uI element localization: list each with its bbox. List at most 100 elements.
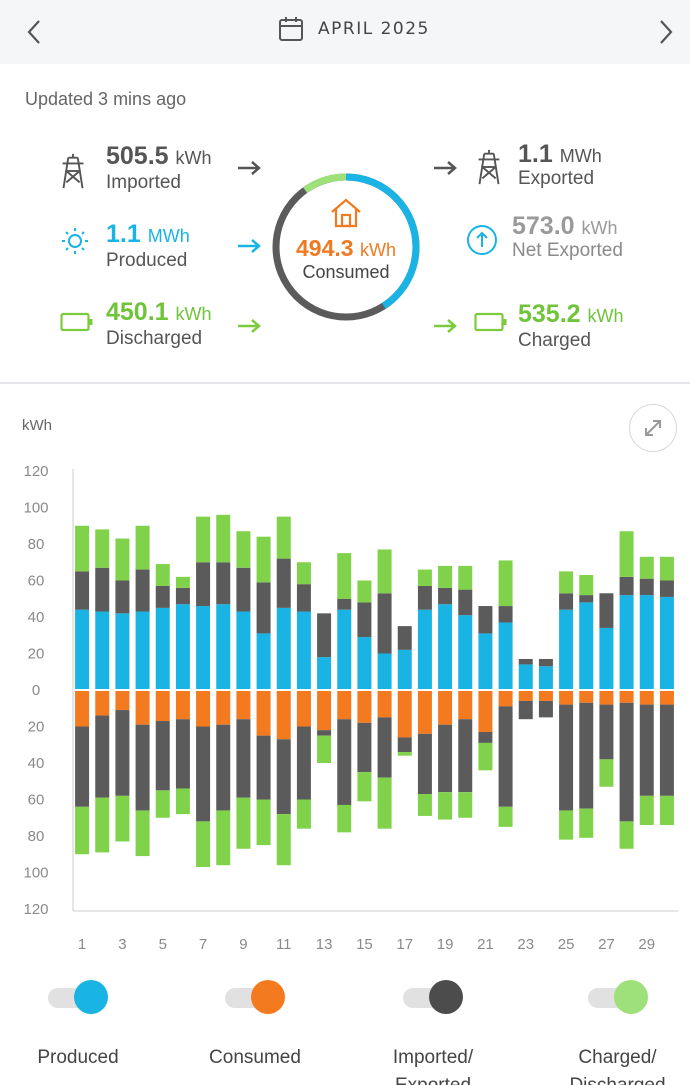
legend-label: Charged/ Discharged — [569, 1047, 665, 1085]
bar-imported — [559, 704, 574, 811]
bar-produced — [276, 607, 291, 690]
bar-exported — [498, 606, 513, 623]
bar-produced — [155, 607, 170, 690]
y-tick-label: 100 — [23, 865, 48, 882]
bar-imported — [377, 717, 392, 778]
bar-charged — [498, 560, 513, 607]
arrow-right-icon — [238, 319, 261, 333]
bar-exported — [478, 606, 493, 634]
bar-discharged — [498, 806, 513, 827]
bar-charged — [417, 569, 432, 586]
bar-charged — [115, 538, 130, 581]
bar-exported — [599, 593, 614, 628]
bar-produced — [337, 609, 352, 690]
bar-discharged — [95, 797, 110, 853]
arrow-up-circle-icon — [467, 225, 497, 255]
arrow-right-icon — [434, 319, 457, 333]
expand-chart-button[interactable] — [629, 404, 677, 452]
bar-imported — [518, 700, 533, 720]
bar-charged — [296, 562, 311, 585]
bar-produced — [619, 595, 634, 690]
bar-exported — [579, 595, 594, 603]
bar-imported — [498, 706, 513, 807]
bar-exported — [196, 562, 211, 607]
exported-value: 1.1 — [518, 140, 553, 168]
next-month-button[interactable] — [646, 12, 686, 52]
bar-imported — [256, 735, 271, 800]
bar-consumed — [216, 690, 231, 725]
bar-discharged — [135, 810, 150, 857]
bar-produced — [175, 604, 190, 690]
bar-discharged — [639, 795, 654, 826]
previous-month-button[interactable] — [14, 12, 54, 52]
bar-imported — [216, 724, 231, 811]
bar-exported — [155, 585, 170, 608]
bar-produced — [196, 606, 211, 690]
toggle-knob — [74, 980, 108, 1014]
bar-produced — [115, 613, 130, 690]
charged-value: 535.2 — [518, 300, 581, 328]
bar-discharged — [579, 808, 594, 838]
bar-discharged — [155, 790, 170, 818]
imported-unit: kWh — [175, 148, 212, 168]
x-tick-label: 25 — [558, 936, 575, 953]
x-tick-label: 15 — [356, 936, 373, 953]
bar-imported — [296, 726, 311, 800]
toggle-switch[interactable] — [48, 980, 108, 1014]
bar-consumed — [175, 690, 190, 720]
imported-label: Imported — [106, 172, 181, 193]
bar-consumed — [438, 690, 453, 725]
bar-charged — [175, 576, 190, 588]
legend-imported-exported-toggle[interactable]: Imported/ Exported — [378, 980, 488, 1085]
bar-produced — [478, 633, 493, 690]
chevron-left-icon — [27, 20, 40, 44]
y-tick-label: 20 — [28, 719, 45, 736]
sun-icon — [62, 228, 88, 254]
arrow-right-icon — [238, 239, 261, 253]
bar-consumed — [417, 690, 432, 734]
exported-unit: MWh — [559, 146, 602, 166]
legend-consumed-toggle[interactable]: Consumed — [195, 980, 315, 1072]
bar-charged — [135, 525, 150, 570]
bar-imported — [357, 722, 372, 773]
bar-exported — [538, 658, 553, 667]
bar-consumed — [75, 690, 90, 727]
bar-discharged — [438, 792, 453, 820]
bar-discharged — [236, 797, 251, 849]
bar-discharged — [417, 794, 432, 816]
toggle-switch[interactable] — [403, 980, 463, 1014]
bar-produced — [639, 595, 654, 690]
bar-exported — [337, 598, 352, 610]
bar-produced — [559, 609, 574, 690]
bar-charged — [337, 553, 352, 599]
toggle-knob — [429, 980, 463, 1014]
month-label: APRIL 2025 — [318, 19, 430, 39]
bar-discharged — [296, 799, 311, 829]
charged-unit: kWh — [587, 306, 624, 326]
toggle-switch[interactable] — [225, 980, 285, 1014]
bar-exported — [518, 658, 533, 665]
bar-consumed — [135, 690, 150, 725]
bar-produced — [538, 666, 553, 690]
bar-discharged — [337, 804, 352, 833]
bar-imported — [196, 726, 211, 822]
discharged-value: 450.1 — [106, 298, 169, 326]
month-selector[interactable]: APRIL 2025 — [278, 16, 430, 42]
bar-consumed — [377, 690, 392, 718]
bar-imported — [95, 715, 110, 798]
bar-exported — [659, 580, 674, 597]
bar-charged — [377, 549, 392, 594]
bar-charged — [95, 529, 110, 568]
y-tick-label: 40 — [28, 609, 45, 626]
bar-produced — [357, 637, 372, 690]
bar-exported — [115, 580, 130, 614]
y-tick-label: 60 — [28, 792, 45, 809]
bar-imported — [458, 719, 473, 793]
bar-charged — [216, 514, 231, 563]
y-tick-label: 120 — [23, 901, 48, 918]
bar-consumed — [498, 690, 513, 707]
legend-produced-toggle[interactable]: Produced — [18, 980, 138, 1072]
bar-exported — [317, 613, 332, 658]
toggle-switch[interactable] — [587, 980, 648, 1014]
legend-charged-discharged-toggle[interactable]: Charged/ Discharged — [555, 980, 680, 1085]
